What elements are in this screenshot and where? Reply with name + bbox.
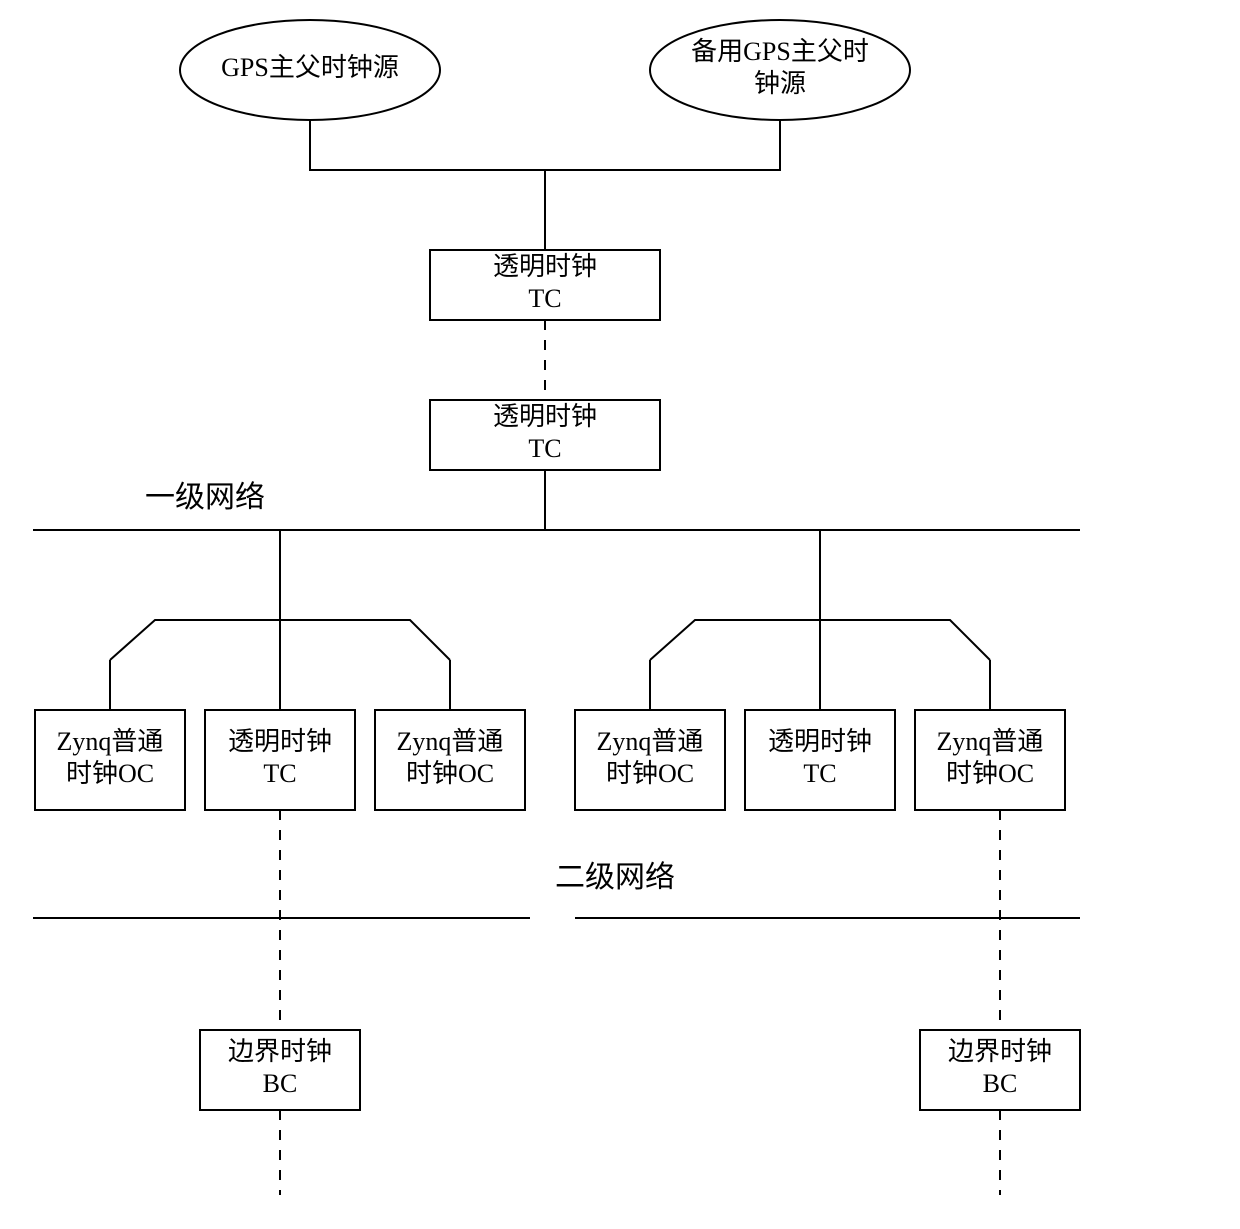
gps1-label: GPS主父时钟源 [221, 53, 399, 82]
level2-label: 二级网络 [555, 861, 675, 894]
edge [310, 120, 780, 170]
nodes: GPS主父时钟源备用GPS主父时钟源透明时钟TC透明时钟TCZynq普通时钟OC… [35, 20, 1080, 1110]
clock-network-diagram: GPS主父时钟源备用GPS主父时钟源透明时钟TC透明时钟TCZynq普通时钟OC… [0, 0, 1240, 1229]
level1-label: 一级网络 [145, 481, 265, 514]
